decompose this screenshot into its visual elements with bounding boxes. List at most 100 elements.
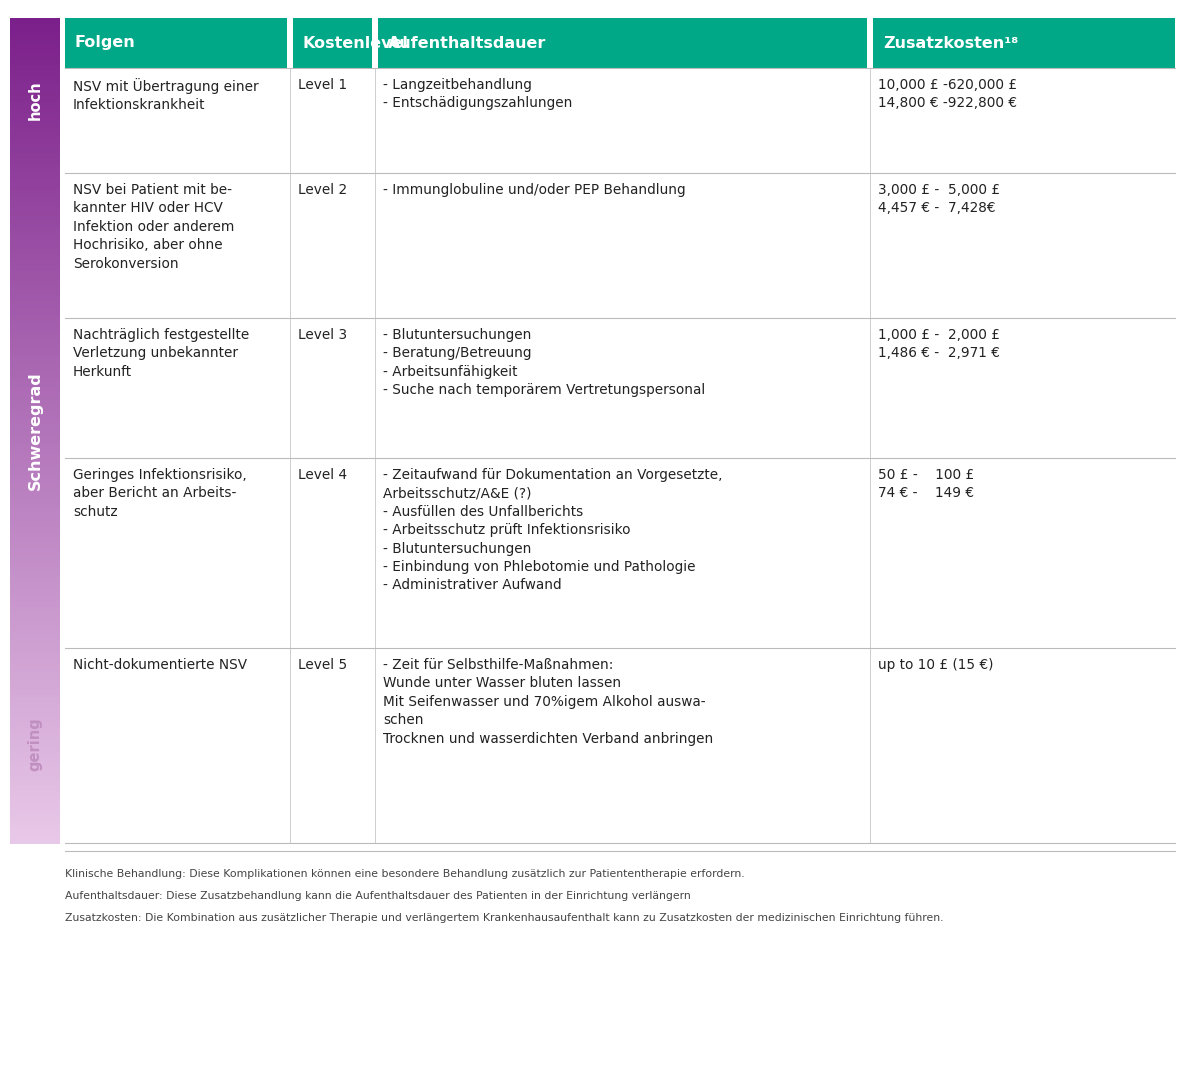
Bar: [10, 246, 60, 250]
Bar: [10, 689, 60, 692]
Bar: [10, 357, 60, 360]
Bar: [10, 197, 60, 200]
Bar: [10, 733, 60, 736]
Bar: [10, 439, 60, 442]
Bar: [10, 74, 60, 77]
Bar: [10, 535, 60, 538]
Bar: [10, 423, 60, 426]
Text: Level 3: Level 3: [298, 328, 347, 342]
Bar: [10, 549, 60, 552]
Bar: [10, 827, 60, 830]
Bar: [10, 158, 60, 161]
Text: - Immunglobuline und/oder PEP Behandlung: - Immunglobuline und/oder PEP Behandlung: [383, 183, 685, 197]
Bar: [10, 810, 60, 813]
Bar: [10, 489, 60, 492]
Bar: [10, 307, 60, 310]
Bar: [10, 332, 60, 335]
Bar: [10, 824, 60, 827]
Text: 1,000 £ -  2,000 £
1,486 € -  2,971 €: 1,000 £ - 2,000 £ 1,486 € - 2,971 €: [878, 328, 1000, 360]
Bar: [10, 832, 60, 836]
Bar: [10, 384, 60, 387]
Bar: [10, 433, 60, 437]
Bar: [10, 779, 60, 783]
Bar: [10, 51, 60, 54]
Bar: [10, 667, 60, 670]
Bar: [10, 273, 60, 277]
Bar: [10, 838, 60, 841]
Text: Nicht-dokumentierte NSV: Nicht-dokumentierte NSV: [73, 658, 247, 672]
Bar: [10, 67, 60, 70]
Bar: [10, 722, 60, 725]
Bar: [10, 111, 60, 115]
Bar: [10, 708, 60, 711]
Text: Kostenlevel: Kostenlevel: [302, 36, 409, 51]
Bar: [10, 766, 60, 770]
Bar: [10, 109, 60, 112]
Bar: [10, 587, 60, 590]
Bar: [10, 65, 60, 68]
Bar: [10, 193, 60, 197]
Bar: [10, 181, 60, 184]
Bar: [10, 555, 60, 558]
Bar: [10, 681, 60, 684]
Bar: [10, 532, 60, 535]
Bar: [10, 835, 60, 838]
Bar: [10, 359, 60, 362]
Bar: [378, 18, 866, 68]
Bar: [10, 345, 60, 348]
Bar: [10, 395, 60, 398]
Bar: [10, 483, 60, 486]
Bar: [10, 788, 60, 791]
Bar: [10, 92, 60, 95]
Bar: [10, 491, 60, 494]
Bar: [10, 592, 60, 596]
Bar: [10, 513, 60, 517]
Bar: [10, 540, 60, 544]
Bar: [10, 291, 60, 294]
Bar: [10, 117, 60, 120]
Bar: [10, 211, 60, 214]
Bar: [10, 507, 60, 510]
Bar: [10, 576, 60, 579]
Bar: [10, 755, 60, 758]
Bar: [65, 68, 1175, 173]
Bar: [10, 783, 60, 786]
Bar: [10, 409, 60, 412]
Bar: [10, 268, 60, 271]
Bar: [10, 218, 60, 222]
Bar: [10, 21, 60, 24]
Text: 3,000 £ -  5,000 £
4,457 € -  7,428€: 3,000 £ - 5,000 £ 4,457 € - 7,428€: [878, 183, 1000, 215]
Text: hoch: hoch: [28, 81, 42, 120]
Bar: [10, 81, 60, 84]
Bar: [10, 752, 60, 756]
Text: - Zeitaufwand für Dokumentation an Vorgesetzte,
Arbeitsschutz/A&E (?)
- Ausfülle: - Zeitaufwand für Dokumentation an Vorge…: [383, 468, 722, 592]
Bar: [10, 35, 60, 38]
Bar: [10, 719, 60, 722]
Bar: [10, 428, 60, 431]
Bar: [10, 633, 60, 638]
Bar: [65, 458, 1175, 648]
Bar: [10, 678, 60, 681]
Bar: [10, 339, 60, 343]
Bar: [293, 18, 372, 68]
Bar: [10, 664, 60, 667]
Bar: [10, 485, 60, 489]
Bar: [65, 18, 287, 68]
Bar: [10, 469, 60, 472]
Bar: [10, 453, 60, 456]
Bar: [10, 744, 60, 747]
Bar: [10, 142, 60, 145]
Text: Aufenthaltsdauer: Diese Zusatzbehandlung kann die Aufenthaltsdauer des Patienten: Aufenthaltsdauer: Diese Zusatzbehandlung…: [65, 891, 691, 900]
Bar: [10, 620, 60, 624]
Bar: [10, 758, 60, 761]
Bar: [10, 227, 60, 230]
Bar: [10, 466, 60, 469]
Bar: [10, 29, 60, 32]
Text: up to 10 £ (15 €): up to 10 £ (15 €): [878, 658, 994, 672]
Bar: [10, 658, 60, 662]
Bar: [10, 797, 60, 800]
Bar: [10, 104, 60, 107]
Bar: [10, 615, 60, 618]
Bar: [10, 598, 60, 601]
Bar: [10, 808, 60, 811]
